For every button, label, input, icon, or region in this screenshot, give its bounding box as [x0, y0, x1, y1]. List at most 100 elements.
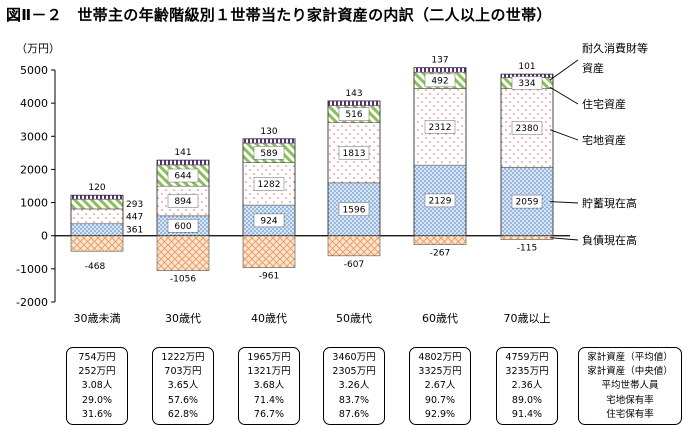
summary-cell: 91.4%	[511, 408, 543, 420]
data-label-box	[338, 146, 370, 160]
bar-segment-durable	[242, 138, 296, 144]
summary-row-labels: 家計資産（平均値） 家計資産（中央値） 平均世帯人員 宅地保有率住宅保有率	[578, 347, 682, 425]
data-label-box	[167, 168, 199, 183]
data-label-land: 1813	[343, 149, 366, 159]
bar-segment-debt	[156, 235, 210, 272]
bar-segment-debt	[413, 235, 467, 245]
legend-leader-line	[549, 86, 579, 105]
data-label-housing: 293	[126, 200, 143, 210]
bar-segment-durable	[70, 194, 124, 200]
summary-row-label: 宅地保有率	[606, 394, 654, 406]
summary-row-label: 家計資産（中央値）	[587, 366, 673, 378]
legend-label-durable-2: 資産	[582, 62, 604, 75]
data-label-land: 2312	[429, 123, 452, 133]
data-label-debt: -468	[85, 262, 106, 272]
bar-segment-land	[70, 208, 124, 225]
summary-cell: 3.26人	[338, 380, 370, 392]
summary-column: 1222万円 703万円 3.65人 57.6% 62.8%	[152, 347, 214, 425]
summary-column: 4759万円 3235万円 2.36人 89.0% 91.4%	[496, 347, 558, 425]
legend-label-housing: 住宅資産	[582, 97, 626, 111]
y-tick-label: 3000	[20, 130, 48, 143]
summary-cell: 2.67人	[424, 380, 456, 392]
summary-cell: 3460万円	[332, 352, 376, 363]
y-tick-label: 2000	[20, 163, 48, 176]
summary-cell: 1965万円	[247, 352, 291, 363]
data-label-housing: 516	[345, 110, 362, 120]
summary-cell: 83.7%	[338, 394, 370, 406]
y-tick-label: 4000	[20, 97, 48, 110]
data-label-box	[253, 146, 285, 160]
data-label-durable: 101	[518, 62, 535, 72]
data-label-durable: 143	[345, 89, 362, 99]
data-label-box	[424, 120, 456, 134]
data-label-box	[167, 194, 199, 208]
data-label-savings: 924	[260, 216, 277, 226]
data-label-land: 447	[126, 212, 143, 222]
summary-cell: 754万円	[78, 352, 116, 363]
data-label-housing: 334	[518, 79, 535, 89]
summary-cell: 1321万円	[247, 366, 291, 378]
summary-cell: 62.8%	[167, 408, 199, 420]
summary-row-label: 住宅保有率	[606, 408, 654, 420]
bar-outline	[156, 159, 210, 237]
x-category-label: 40歳代	[251, 312, 287, 325]
data-label-box	[338, 202, 370, 217]
summary-row-label: 平均世帯人員	[601, 380, 659, 392]
data-label-savings: 600	[174, 222, 191, 232]
data-label-box	[424, 73, 456, 88]
data-label-housing: 589	[260, 149, 277, 159]
data-label-land: 894	[174, 197, 191, 207]
data-label-box	[167, 219, 199, 233]
x-category-label: 30歳未満	[74, 312, 121, 325]
data-label-savings: 2059	[516, 198, 539, 208]
summary-cell: 3.65人	[167, 380, 199, 392]
summary-cell: 90.7%	[424, 394, 456, 406]
summary-cell: 3235万円	[505, 366, 549, 378]
summary-cell: 2305万円	[332, 366, 376, 378]
legend-label-savings: 貯蓄現在高	[582, 196, 637, 210]
x-category-label: 50歳代	[336, 312, 372, 325]
summary-column: 3460万円 2305万円 3.26人 83.7% 87.6%	[323, 347, 385, 425]
x-category-label: 30歳代	[165, 312, 201, 325]
data-label-durable: 137	[431, 56, 448, 66]
bar-segment-debt	[500, 235, 554, 240]
x-category-label: 70歳以上	[504, 312, 551, 325]
summary-cell: 92.9%	[424, 408, 456, 420]
legend-leader-line	[549, 59, 579, 81]
summary-cell: 3.08人	[81, 380, 113, 392]
data-label-housing: 492	[431, 76, 448, 86]
data-label-box	[253, 177, 285, 191]
data-label-debt: -115	[517, 244, 537, 254]
data-label-land: 2380	[516, 124, 539, 134]
x-category-label: 60歳代	[422, 312, 458, 325]
legend-leader-line	[549, 237, 579, 241]
bar-segment-debt	[70, 235, 124, 252]
summary-row-label: 家計資産（平均値）	[587, 352, 673, 363]
bar-outline	[413, 67, 467, 237]
bar-segment-durable	[156, 159, 210, 166]
summary-cell: 29.0%	[81, 394, 113, 406]
y-tick-label: 5000	[20, 64, 48, 77]
data-label-savings: 1596	[343, 205, 366, 215]
data-label-durable: 120	[88, 183, 105, 193]
data-label-box	[511, 194, 543, 209]
summary-cell: 76.7%	[253, 408, 285, 420]
y-tick-label: 1000	[20, 197, 48, 210]
summary-cell: 1222万円	[161, 352, 205, 363]
bar-segment-debt	[327, 235, 381, 257]
bar-segment-housing	[70, 198, 124, 210]
data-label-durable: 130	[260, 127, 277, 137]
summary-cell: 2.36人	[511, 380, 543, 392]
summary-cell: 703万円	[164, 366, 202, 378]
legend-label-durable-1: 耐久消費財等	[582, 41, 648, 55]
data-label-box	[511, 76, 543, 90]
summary-cell: 31.6%	[81, 408, 113, 420]
legend-label-land: 宅地資産	[582, 133, 626, 147]
data-label-land: 1282	[258, 180, 281, 190]
summary-cell: 4802万円	[418, 352, 462, 363]
bar-segment-savings	[70, 223, 124, 237]
bar-outline	[70, 194, 124, 237]
summary-cell: 89.0%	[511, 394, 543, 406]
summary-cell: 252万円	[78, 366, 116, 378]
y-tick-label: -1000	[16, 263, 48, 276]
